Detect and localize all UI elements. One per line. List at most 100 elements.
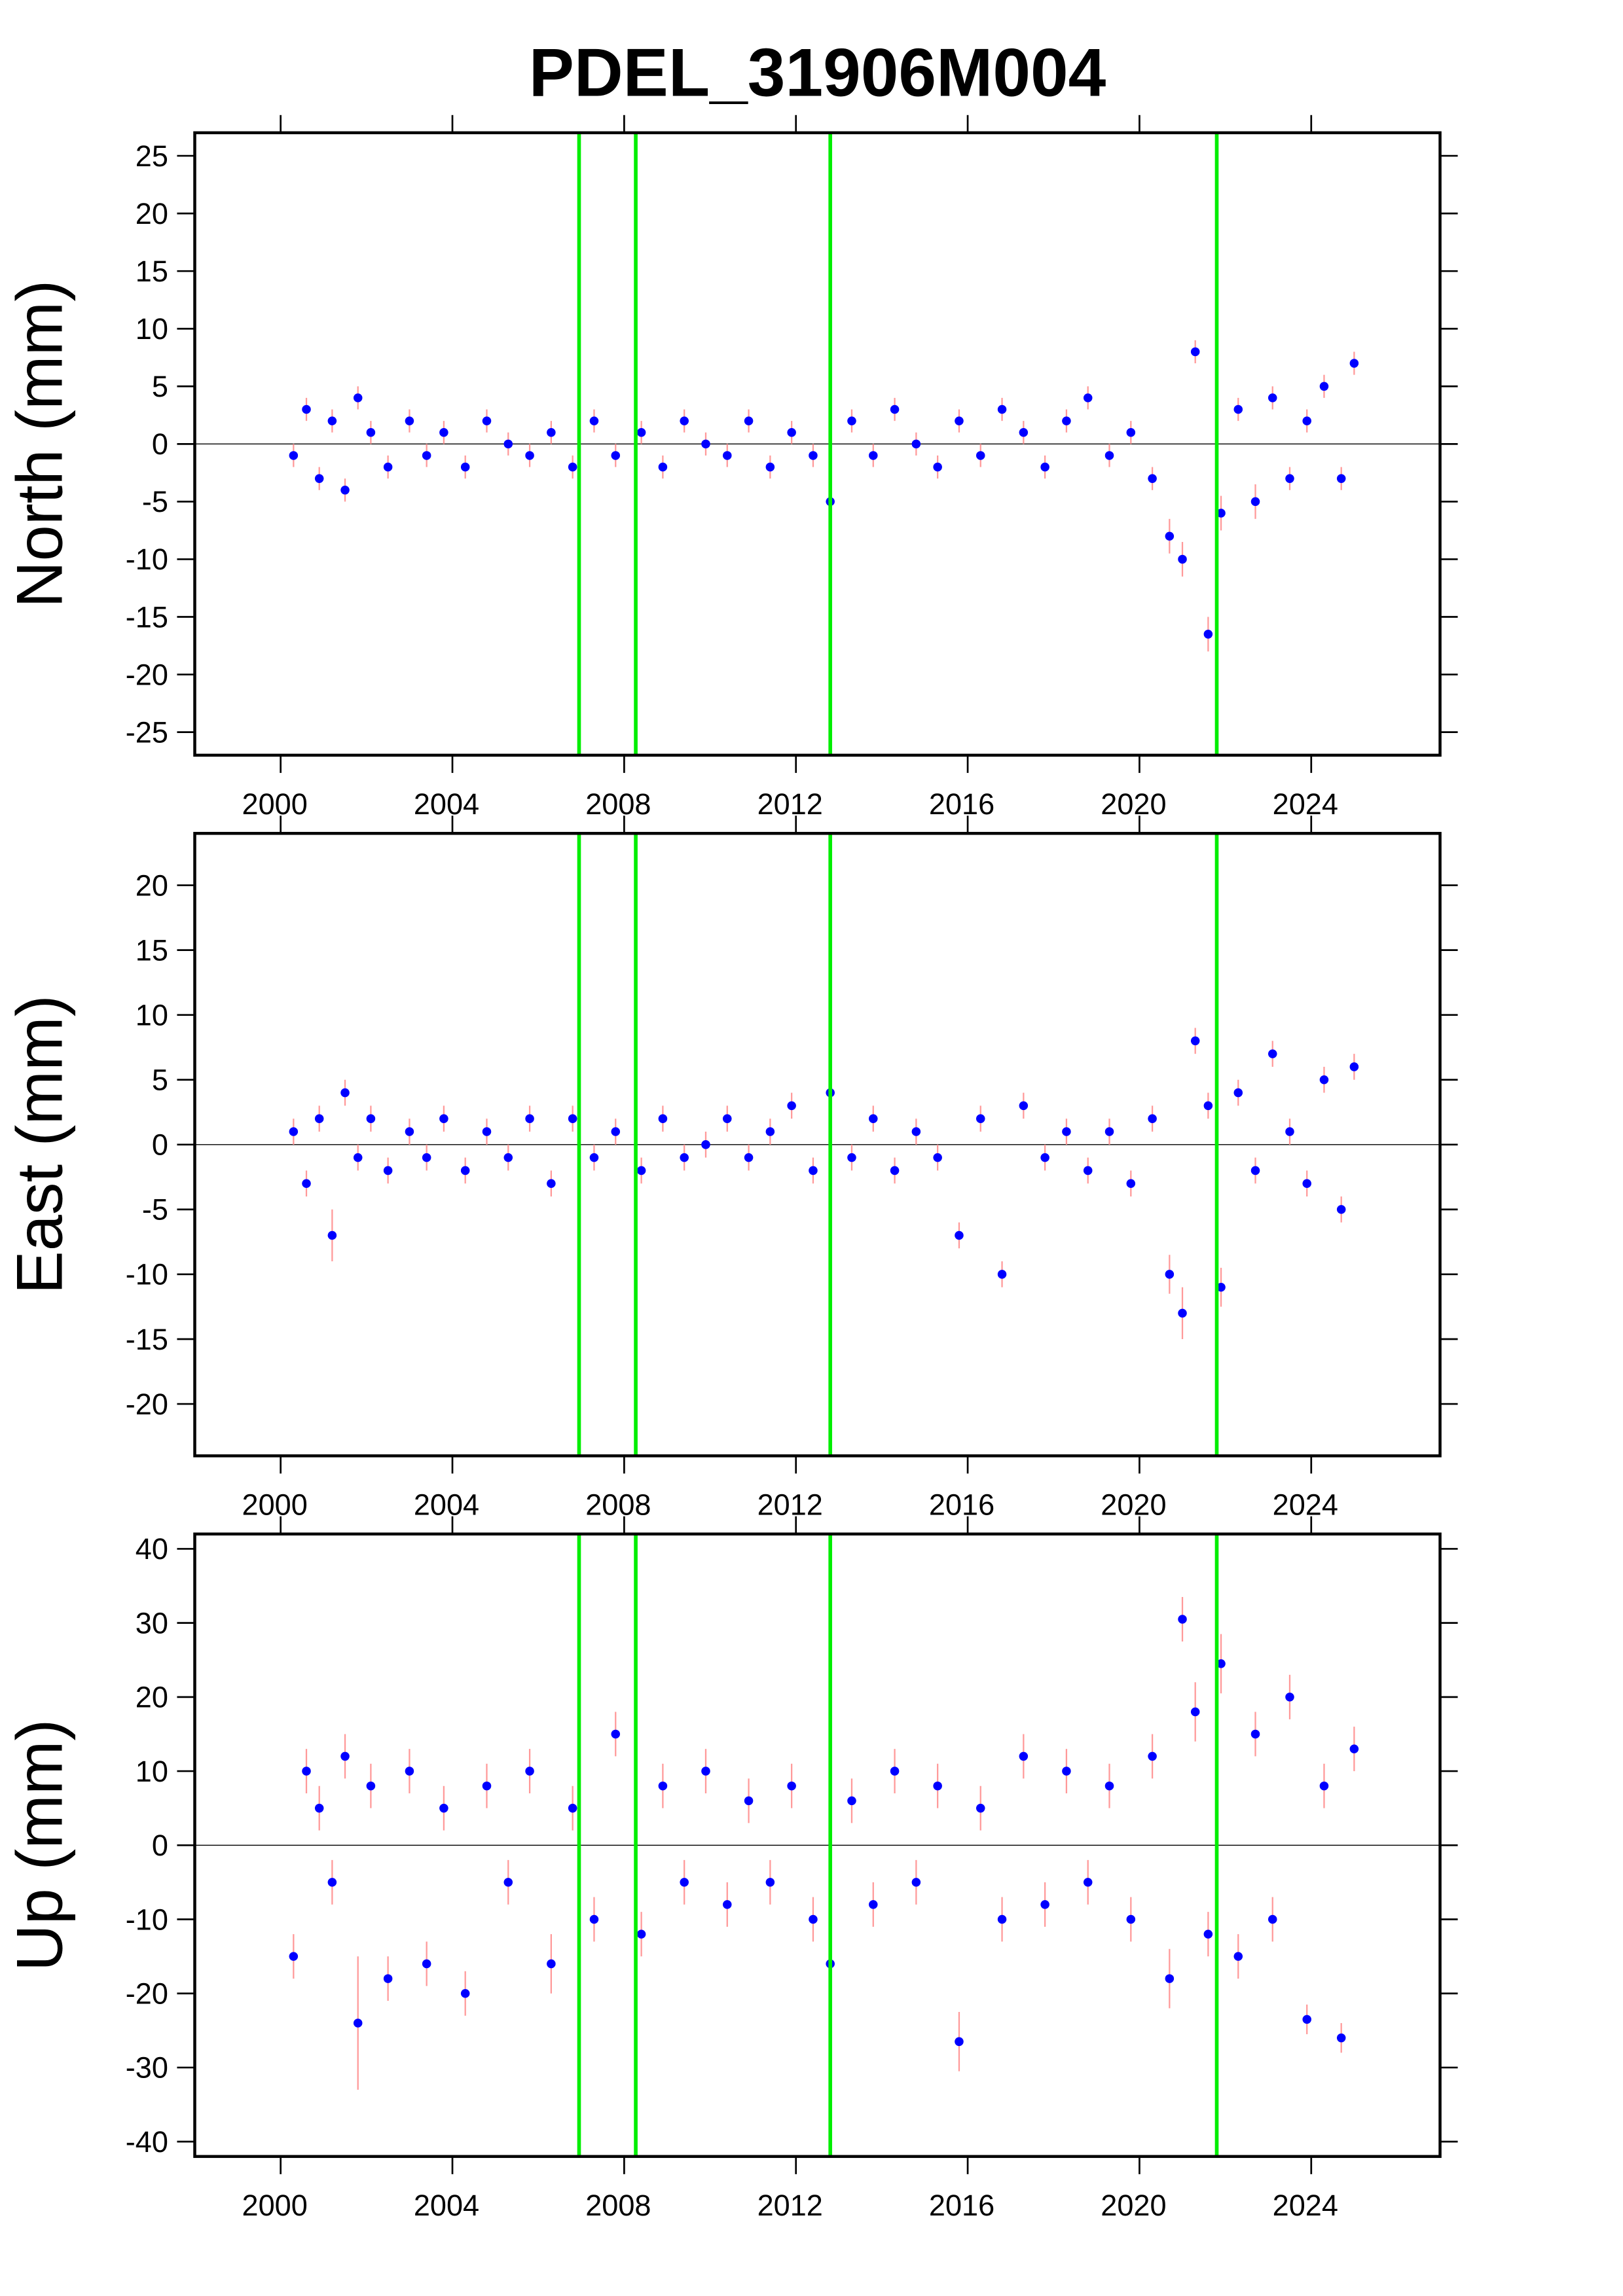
x-tick-label: 2008 (585, 2189, 651, 2222)
data-point (1062, 1767, 1071, 1776)
plot-area (194, 1534, 1440, 2157)
data-point (302, 404, 311, 414)
data-point (340, 1088, 350, 1098)
y-tick-label: 0 (152, 1128, 168, 1162)
data-point (314, 474, 324, 483)
data-point (460, 1166, 470, 1175)
x-tick-label: 2024 (1273, 787, 1338, 821)
data-point (1285, 474, 1294, 483)
data-point (1267, 1049, 1277, 1058)
data-point (1148, 1114, 1157, 1123)
data-point (1349, 1744, 1359, 1753)
chart-title: PDEL_31906M004 (529, 34, 1106, 110)
data-point (809, 1166, 818, 1175)
data-point (765, 1127, 775, 1136)
data-point (1104, 1781, 1114, 1791)
data-point (547, 1179, 556, 1189)
y-tick-label: -10 (126, 1903, 168, 1936)
y-axis-label: East (mm) (4, 995, 77, 1294)
data-point (1104, 451, 1114, 460)
data-point (1203, 1929, 1213, 1939)
data-point (1083, 393, 1093, 403)
data-point (976, 1114, 985, 1123)
x-tick-label: 2000 (242, 787, 308, 821)
data-point (568, 462, 577, 472)
data-point (636, 1166, 646, 1175)
data-point (890, 1166, 900, 1175)
data-point (1302, 2015, 1311, 2024)
plot-area (194, 132, 1440, 755)
data-point (1216, 1283, 1226, 1292)
data-point (289, 451, 299, 460)
data-point (1062, 1127, 1071, 1136)
y-tick-label: -10 (126, 543, 168, 576)
data-point (723, 1900, 732, 1909)
data-point (997, 1914, 1007, 1924)
x-tick-label: 2024 (1273, 2189, 1338, 2222)
data-point (744, 1153, 754, 1162)
data-point (482, 416, 492, 425)
data-point (568, 1803, 577, 1813)
data-point (439, 427, 448, 437)
y-tick-label: 20 (136, 1681, 168, 1714)
data-point (744, 1796, 754, 1806)
data-point (1319, 1075, 1329, 1085)
data-point (955, 1230, 964, 1240)
data-point (997, 404, 1007, 414)
y-tick-label: -5 (142, 485, 168, 518)
data-point (503, 1153, 513, 1162)
data-point (589, 1153, 599, 1162)
data-point (955, 2037, 964, 2047)
data-point (809, 1914, 818, 1924)
x-tick-label: 2020 (1101, 1488, 1166, 1521)
data-point (1349, 1062, 1359, 1071)
data-point (460, 1988, 470, 1998)
data-point (1203, 1101, 1213, 1111)
data-point (405, 1127, 414, 1136)
data-point (1126, 427, 1136, 437)
y-tick-label: -5 (142, 1193, 168, 1227)
data-point (636, 1929, 646, 1939)
data-point (1040, 1900, 1049, 1909)
data-point (383, 1974, 393, 1983)
data-point (680, 1878, 689, 1887)
data-point (1178, 1308, 1187, 1318)
data-point (1178, 1615, 1187, 1624)
data-point (1178, 554, 1187, 564)
data-point (869, 1114, 878, 1123)
x-tick-label: 2000 (242, 1488, 308, 1521)
data-point (302, 1179, 311, 1189)
data-point (1250, 497, 1260, 507)
data-point (1040, 462, 1049, 472)
data-point (611, 451, 621, 460)
data-point (1233, 1088, 1243, 1098)
data-point (911, 439, 921, 449)
data-point (1104, 1127, 1114, 1136)
data-point (787, 427, 796, 437)
x-tick-label: 2004 (414, 787, 479, 821)
data-point (383, 1166, 393, 1175)
data-point (289, 1127, 299, 1136)
data-point (422, 451, 431, 460)
data-point (422, 1959, 431, 1969)
data-point (933, 1781, 942, 1791)
y-tick-label: -10 (126, 1258, 168, 1291)
data-point (525, 1767, 534, 1776)
data-point (1148, 474, 1157, 483)
data-point (1267, 393, 1277, 403)
data-point (1302, 416, 1311, 425)
y-tick-label: 0 (152, 1829, 168, 1862)
data-point (1285, 1693, 1294, 1702)
data-point (1019, 1751, 1029, 1761)
data-point (787, 1101, 796, 1111)
data-point (869, 451, 878, 460)
data-point (327, 416, 337, 425)
data-point (1336, 1205, 1346, 1214)
data-point (1319, 382, 1329, 391)
data-point (1165, 1270, 1175, 1279)
y-tick-label: 40 (136, 1532, 168, 1566)
y-tick-label: 25 (136, 139, 168, 173)
y-tick-label: -25 (126, 715, 168, 749)
data-point (701, 439, 710, 449)
data-point (1019, 427, 1029, 437)
